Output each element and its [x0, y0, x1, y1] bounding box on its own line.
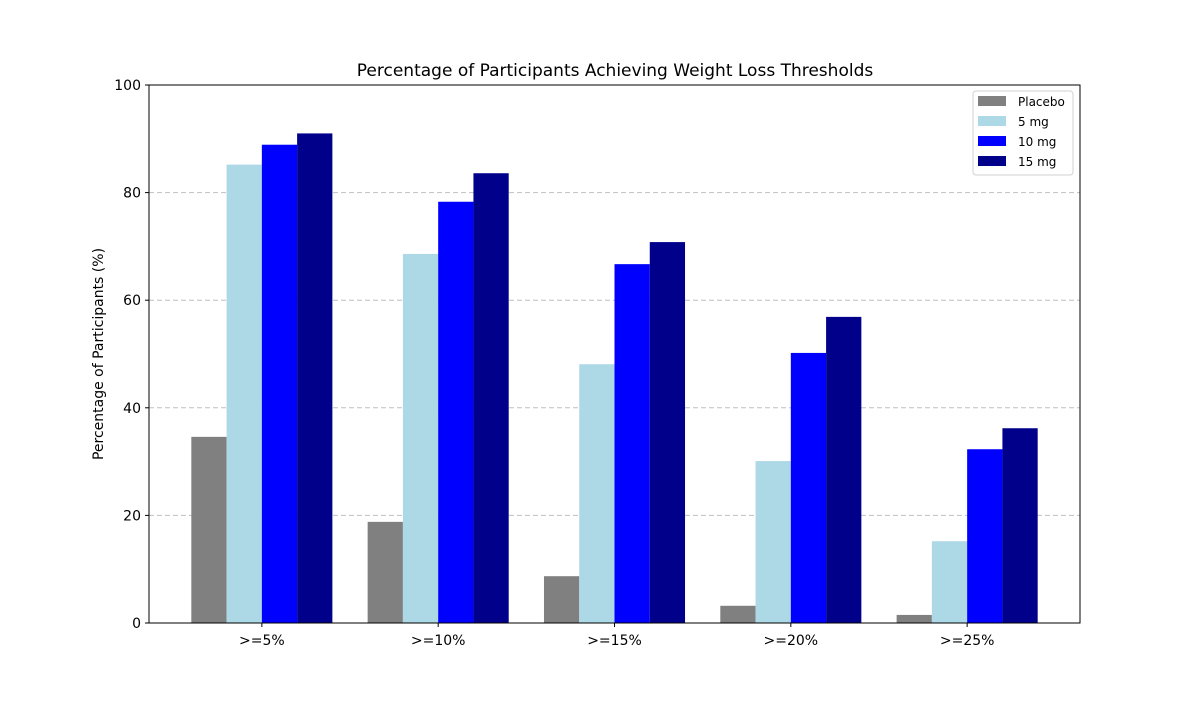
bar-5-mg — [226, 164, 262, 623]
bar-placebo — [543, 576, 580, 623]
bar-15-mg — [649, 242, 686, 623]
bar-15-mg — [1002, 428, 1038, 623]
bar-15-mg — [826, 316, 862, 623]
bar-15-mg — [473, 173, 509, 623]
y-tick-label: 100 — [114, 78, 141, 94]
bar-placebo — [191, 436, 227, 623]
y-tick-label: 80 — [123, 186, 141, 202]
bar-5-mg — [579, 364, 615, 623]
legend-label: 5 mg — [1018, 115, 1049, 129]
y-tick-label: 60 — [123, 293, 141, 309]
chart-title: Percentage of Participants Achieving Wei… — [357, 61, 874, 81]
bar-15-mg — [297, 133, 333, 624]
legend-label: Placebo — [1018, 95, 1065, 109]
bar-5-mg — [755, 461, 791, 623]
x-tick-label: >=15% — [587, 633, 642, 649]
legend-label: 15 mg — [1018, 155, 1056, 169]
bar-10-mg — [967, 449, 1003, 623]
y-axis-label: Percentage of Participants (%) — [91, 248, 107, 460]
x-tick-label: >=5% — [239, 633, 285, 649]
x-tick-label: >=25% — [940, 633, 995, 649]
bar-5-mg — [402, 253, 439, 623]
x-tick-label: >=10% — [411, 633, 466, 649]
legend-swatch — [978, 156, 1006, 166]
bar-5-mg — [931, 541, 968, 623]
y-tick-label: 0 — [132, 616, 141, 632]
bar-placebo — [896, 614, 932, 623]
legend-swatch — [978, 116, 1006, 126]
legend-swatch — [978, 96, 1006, 106]
bar-10-mg — [790, 352, 827, 623]
y-tick-label: 40 — [123, 401, 141, 417]
x-tick-label: >=20% — [764, 633, 819, 649]
legend-box — [972, 90, 1074, 176]
bar-placebo — [720, 605, 756, 623]
bar-placebo — [367, 521, 403, 623]
legend-swatch — [978, 136, 1006, 146]
bar-10-mg — [614, 264, 650, 623]
bar-10-mg — [438, 201, 474, 623]
y-tick-label: 20 — [123, 508, 141, 524]
legend-label: 10 mg — [1018, 135, 1056, 149]
bar-10-mg — [261, 144, 298, 623]
